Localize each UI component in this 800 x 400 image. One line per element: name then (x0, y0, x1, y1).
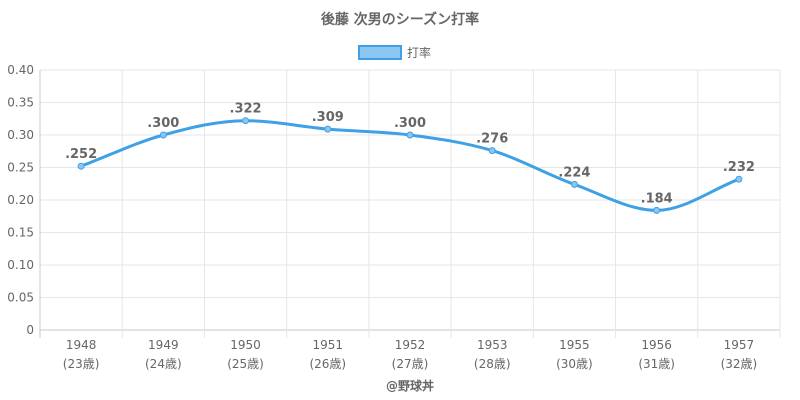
x-tick-label: 1956 (641, 338, 672, 352)
x-tick-age-label: (30歳) (556, 357, 593, 371)
y-tick-label: 0 (26, 323, 34, 337)
data-point (488, 147, 496, 155)
data-point (242, 117, 250, 125)
y-axis: 0 0.05 0.10 0.15 0.20 0.25 0.30 0.35 0.40 (7, 63, 34, 337)
x-tick-age-label: (26歳) (309, 357, 346, 371)
data-label: .184 (641, 191, 673, 206)
legend-label: 打率 (407, 45, 431, 60)
data-point (570, 180, 578, 188)
x-tick-age-label: (28歳) (474, 357, 511, 371)
y-tick-label: 0.10 (7, 258, 34, 272)
data-label: .300 (147, 116, 179, 131)
data-label: .322 (230, 102, 262, 117)
x-tick-label: 1951 (313, 338, 344, 352)
x-tick-age-label: (25歳) (227, 357, 264, 371)
y-tick-label: 0.25 (7, 161, 34, 175)
data-label: .309 (312, 110, 344, 125)
data-point (735, 175, 743, 183)
x-tick-age-label: (23歳) (63, 357, 100, 371)
x-tick-label: 1949 (148, 338, 179, 352)
y-tick-label: 0.30 (7, 128, 34, 142)
y-tick-label: 0.15 (7, 226, 34, 240)
y-tick-label: 0.40 (7, 63, 34, 77)
credit-text: @野球丼 (386, 378, 434, 393)
data-label: .300 (394, 116, 426, 131)
x-tick-label: 1957 (724, 338, 755, 352)
data-point (406, 131, 414, 139)
x-tick-label: 1950 (230, 338, 261, 352)
x-tick-label: 1955 (559, 338, 590, 352)
data-point (159, 131, 167, 139)
grid (39, 69, 781, 338)
x-tick-label: 1953 (477, 338, 508, 352)
x-tick-age-label: (24歳) (145, 357, 182, 371)
x-tick-age-label: (27歳) (392, 357, 429, 371)
plot-area: .252 .300 .322 .309 .300 .276 .224 .184 .232 (65, 102, 755, 214)
legend[interactable]: 打率 (358, 45, 431, 60)
data-label: .232 (723, 160, 755, 175)
data-label: .252 (65, 147, 97, 162)
y-tick-label: 0.05 (7, 291, 34, 305)
y-tick-label: 0.35 (7, 96, 34, 110)
chart-title: 後藤 次男のシーズン打率 (321, 11, 479, 28)
x-tick-label: 1948 (66, 338, 97, 352)
x-tick-age-label: (31歳) (638, 357, 675, 371)
data-label: .224 (558, 165, 590, 180)
x-tick-age-label: (32歳) (721, 357, 758, 371)
y-tick-label: 0.20 (7, 193, 34, 207)
x-axis: 1948 (23歳) 1949 (24歳) 1950 (25歳) 1951 (26歳) 1952… (63, 338, 757, 371)
data-point (653, 206, 661, 214)
legend-swatch (358, 45, 402, 60)
data-label: .276 (476, 132, 508, 147)
data-point (77, 162, 85, 170)
data-point (324, 125, 332, 133)
x-tick-label: 1952 (395, 338, 426, 352)
